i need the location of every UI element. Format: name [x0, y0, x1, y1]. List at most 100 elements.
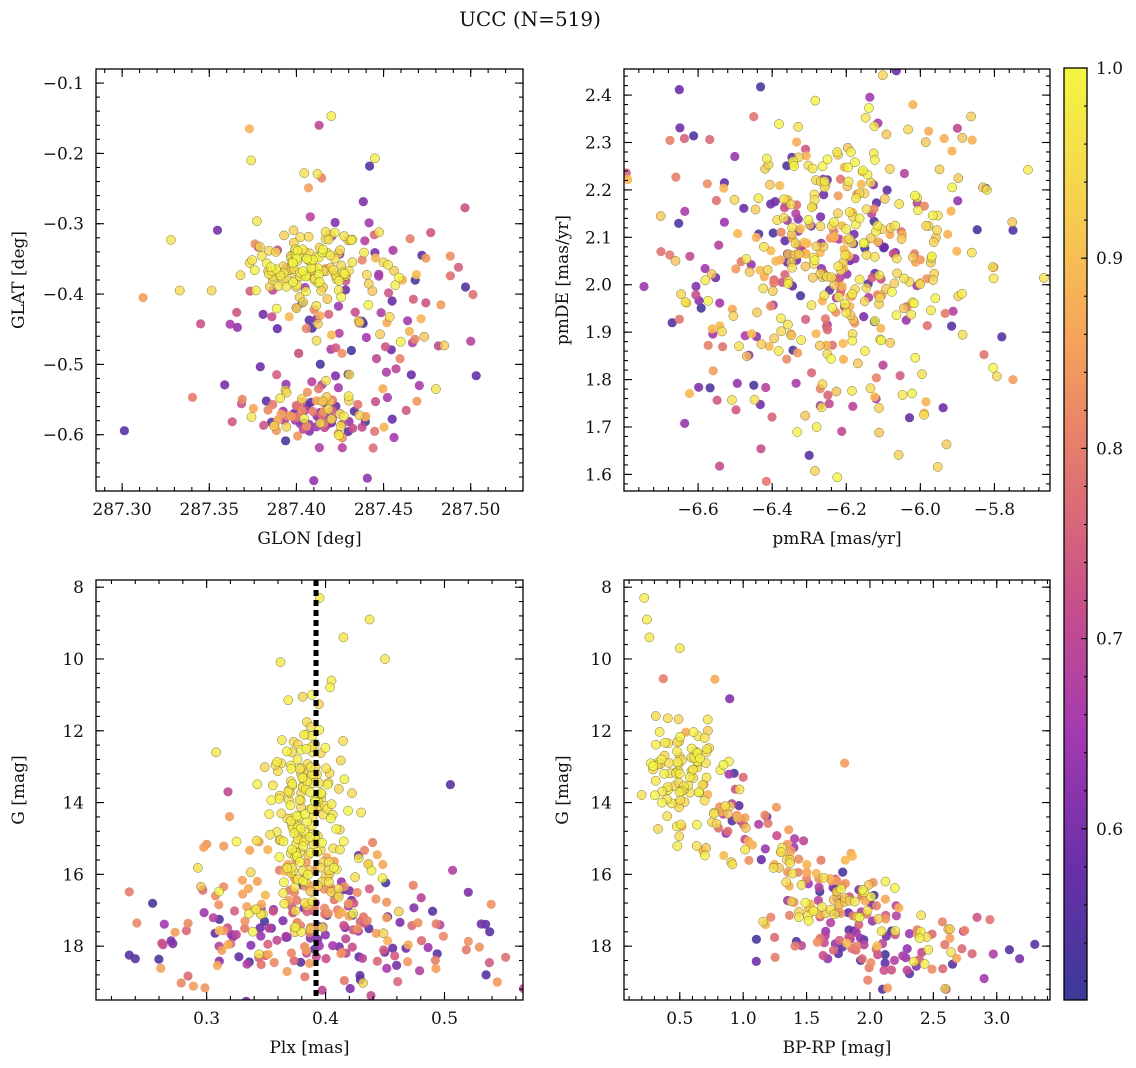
data-point	[869, 252, 880, 262]
data-point	[251, 904, 261, 915]
data-point	[279, 230, 289, 241]
data-point	[383, 259, 393, 270]
data-point	[878, 360, 888, 370]
data-point	[957, 329, 968, 340]
data-point	[750, 204, 761, 215]
data-point	[383, 936, 393, 946]
data-point	[752, 307, 762, 318]
data-point	[334, 430, 344, 441]
colorbar-tick-label: 0.6	[1096, 820, 1123, 840]
data-point	[851, 941, 861, 951]
data-point	[350, 872, 360, 882]
data-point	[357, 255, 367, 265]
data-point	[188, 981, 198, 991]
x-tick-label: 0.5	[666, 1009, 693, 1029]
data-point	[240, 916, 250, 926]
data-point	[1008, 375, 1018, 385]
data-point	[393, 977, 403, 987]
data-point	[387, 296, 397, 306]
data-point	[734, 784, 745, 795]
data-point	[411, 270, 421, 280]
data-point	[308, 406, 318, 417]
data-point	[486, 899, 496, 909]
data-point	[771, 802, 782, 812]
data-point	[329, 862, 339, 873]
data-point	[858, 238, 869, 249]
data-point	[756, 339, 767, 349]
data-point	[395, 336, 406, 347]
data-point	[283, 786, 294, 797]
data-point	[837, 281, 847, 291]
data-point	[899, 168, 910, 179]
data-point	[448, 865, 458, 875]
data-point	[381, 913, 392, 923]
data-point	[771, 256, 781, 266]
data-point	[857, 165, 868, 176]
data-point	[378, 859, 388, 870]
data-point	[871, 901, 882, 911]
data-point	[822, 154, 833, 165]
data-point	[719, 850, 729, 861]
data-point	[366, 991, 376, 1000]
data-point	[880, 958, 890, 968]
data-point	[913, 205, 923, 216]
data-point	[920, 137, 931, 148]
data-point	[361, 269, 372, 280]
y-axis-label: GLAT [deg]	[9, 231, 29, 329]
data-point	[898, 951, 908, 961]
data-point	[822, 325, 833, 335]
data-point	[847, 335, 858, 346]
data-point	[362, 916, 372, 926]
data-point	[315, 418, 326, 429]
data-point	[431, 919, 441, 929]
data-point	[445, 271, 455, 281]
data-point	[336, 292, 347, 303]
data-point	[872, 220, 883, 231]
data-point	[847, 851, 858, 861]
data-point	[988, 362, 998, 373]
data-point	[286, 763, 297, 774]
data-point	[249, 265, 260, 276]
data-point	[801, 248, 811, 259]
data-point	[770, 197, 780, 207]
data-point	[376, 308, 386, 318]
data-point	[891, 310, 902, 321]
data-point	[295, 232, 306, 243]
data-point	[799, 237, 809, 247]
data-point	[570, 929, 579, 938]
data-point	[861, 283, 872, 293]
data-point	[382, 963, 392, 974]
data-point	[730, 151, 740, 162]
data-point	[148, 898, 158, 908]
data-point	[902, 944, 912, 954]
data-point	[278, 836, 289, 847]
data-point	[767, 412, 777, 422]
data-point	[904, 929, 915, 939]
data-point	[783, 278, 794, 289]
data-point	[844, 234, 855, 244]
data-point	[337, 443, 347, 453]
data-point	[966, 247, 977, 258]
data-point	[377, 873, 388, 884]
data-point	[247, 926, 258, 937]
data-point	[914, 933, 925, 944]
colorbar-tick-label: 0.8	[1096, 439, 1123, 459]
data-point	[749, 380, 759, 390]
data-point	[879, 965, 889, 976]
data-point	[255, 923, 265, 933]
data-point	[711, 819, 722, 829]
data-point	[289, 956, 299, 966]
data-point	[296, 394, 307, 404]
data-point	[378, 384, 388, 394]
data-point	[783, 319, 793, 330]
data-point	[992, 371, 1002, 382]
data-point	[234, 952, 244, 962]
data-point	[325, 682, 335, 693]
data-point	[364, 614, 375, 625]
data-point	[287, 779, 298, 789]
data-point	[814, 340, 825, 351]
data-point	[337, 907, 347, 917]
data-point	[317, 922, 328, 933]
data-point	[338, 736, 348, 746]
y-tick-label: −0.3	[43, 215, 84, 235]
